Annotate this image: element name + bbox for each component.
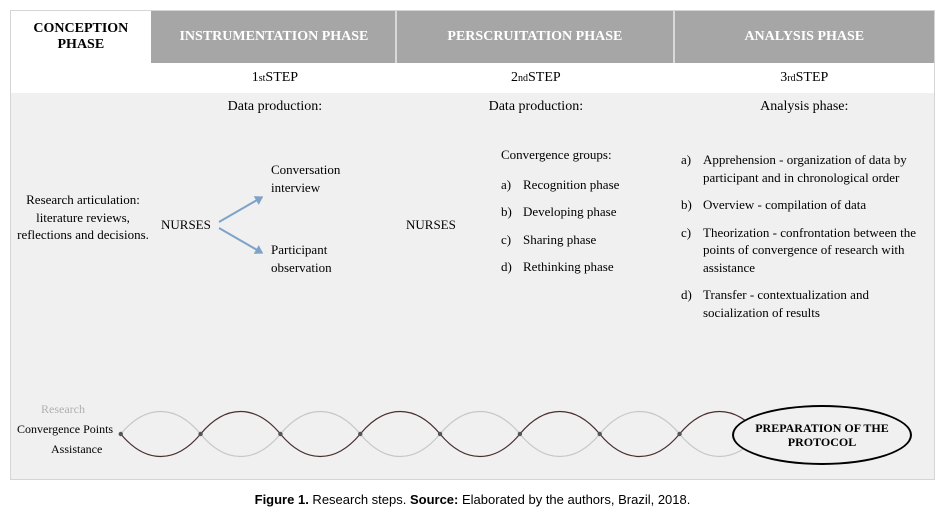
pers-item-b: b)Developing phase — [501, 203, 666, 221]
phase-conception-header: CONCEPTION PHASE — [11, 11, 153, 63]
body-area: Research articulation: literature review… — [11, 121, 934, 391]
pers-item-d: d)Rethinking phase — [501, 258, 666, 276]
subheader-instrumentation: Data production: — [153, 93, 397, 121]
instrumentation-conversation-item: Conversation interview — [271, 161, 391, 196]
perscruitation-list: Convergence groups: a)Recognition phase … — [501, 146, 666, 286]
subheader-perscruitation: Data production: — [397, 93, 674, 121]
phase-perscruitation-header: PERSCRUITATION PHASE — [397, 11, 674, 63]
step-3-label: 3rd STEP — [675, 63, 934, 93]
arrow-to-participant-icon — [219, 227, 263, 254]
instrumentation-nurses-label: NURSES — [161, 216, 211, 234]
instrumentation-participant-item: Participant observation — [271, 241, 391, 276]
conception-text: Research articulation: literature review… — [17, 191, 149, 244]
perscruitation-nurses-label: NURSES — [406, 216, 456, 234]
figure-caption: Figure 1. Research steps. Source: Elabor… — [10, 492, 935, 507]
analysis-list: a)Apprehension - organization of data by… — [681, 151, 931, 331]
caption-source-label: Source: — [410, 492, 458, 507]
step-1-label: 1st STEP — [153, 63, 397, 93]
phase-header-row: CONCEPTION PHASE INSTRUMENTATION PHASE P… — [11, 11, 934, 63]
anal-item-a: a)Apprehension - organization of data by… — [681, 151, 931, 186]
protocol-oval: PREPARATION OF THE PROTOCOL — [732, 405, 912, 465]
research-steps-figure: CONCEPTION PHASE INSTRUMENTATION PHASE P… — [10, 10, 935, 480]
wave-area: Research Convergence Points Assistance P… — [11, 389, 934, 479]
arrow-to-conversation-icon — [219, 196, 263, 223]
caption-source-text: Elaborated by the authors, Brazil, 2018. — [458, 492, 690, 507]
convergence-groups-heading: Convergence groups: — [501, 146, 666, 164]
subheader-analysis: Analysis phase: — [675, 93, 934, 121]
step-row: 1st STEP 2nd STEP 3rd STEP — [11, 63, 934, 93]
anal-item-c: c)Theorization - confrontation between t… — [681, 224, 931, 277]
subheader-row: Data production: Data production: Analys… — [11, 93, 934, 121]
anal-item-b: b) Overview - compilation of data — [681, 196, 931, 214]
pers-item-a: a)Recognition phase — [501, 176, 666, 194]
phase-instrumentation-header: INSTRUMENTATION PHASE — [153, 11, 397, 63]
caption-figure-text: Research steps. — [309, 492, 410, 507]
step-2-label: 2nd STEP — [397, 63, 674, 93]
pers-item-c: c)Sharing phase — [501, 231, 666, 249]
phase-analysis-header: ANALYSIS PHASE — [675, 11, 934, 63]
caption-figure-label: Figure 1. — [255, 492, 309, 507]
anal-item-d: d)Transfer - contextualization and socia… — [681, 286, 931, 321]
